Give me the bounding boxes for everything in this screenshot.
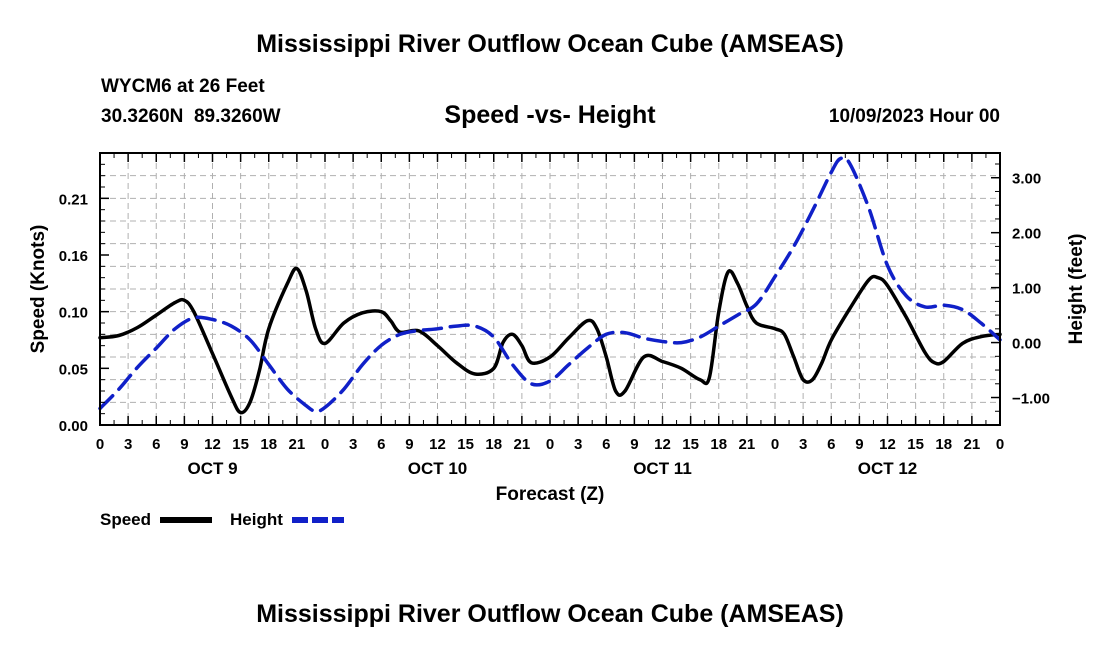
x-tick-label: 21 [514,436,531,453]
x-tick-label: 6 [602,436,610,453]
x-tick-label: 6 [377,436,385,453]
day-label: OCT 11 [633,459,692,478]
y-right-tick-label: 0.00 [1012,336,1041,353]
x-tick-label: 9 [180,436,188,453]
axis-labels: 0 3 6 9 12 15 18 21 0 3 6 9 12 15 18 21 0 3 6 9 12 15 18 21 0 3 6 9… [28,171,1087,505]
legend: Speed Height [100,510,344,529]
x-tick-label: 15 [907,436,924,453]
series-layer [98,155,1002,415]
y-left-tick-label: 0.10 [59,305,88,322]
day-label: OCT 10 [408,459,468,478]
y-right-tick-label: −1.00 [1012,391,1050,408]
x-tick-label: 6 [152,436,160,453]
x-tick-label: 21 [289,436,306,453]
speed-series-line [98,266,1002,415]
x-tick-label: 3 [349,436,357,453]
y-left-tick-label: 0.05 [59,361,88,378]
x-tick-label: 12 [879,436,896,453]
chart-subtitle: Speed -vs- Height [444,101,656,129]
x-tick-label: 15 [682,436,699,453]
x-tick-label: 3 [799,436,807,453]
chart-title: Mississippi River Outflow Ocean Cube (AM… [256,30,844,58]
y-right-tick-label: 1.00 [1012,281,1041,298]
x-tick-label: 0 [546,436,554,453]
x-axis-title: Forecast (Z) [496,484,605,505]
x-tick-label: 18 [485,436,502,453]
x-tick-label: 15 [232,436,249,453]
legend-label-height: Height [230,510,283,529]
x-tick-label: 12 [654,436,671,453]
x-tick-label: 6 [827,436,835,453]
height-series-line [98,155,1002,414]
y-right-tick-label: 2.00 [1012,226,1041,243]
x-tick-label: 12 [204,436,221,453]
x-tick-label: 15 [457,436,474,453]
coordinates-label: 30.3260N 89.3260W [101,106,281,127]
y-left-tick-label: 0.21 [59,191,88,208]
x-tick-label: 0 [321,436,329,453]
x-tick-label: 12 [429,436,446,453]
date-hour-label: 10/09/2023 Hour 00 [828,106,1000,127]
x-tick-label: 21 [964,436,981,453]
x-tick-label: 3 [124,436,132,453]
y-left-tick-label: 0.16 [59,248,88,265]
x-tick-label: 0 [96,436,104,453]
x-tick-label: 18 [260,436,277,453]
x-tick-label: 21 [739,436,756,453]
legend-label-speed: Speed [100,510,151,529]
y-left-axis-title: Speed (Knots) [28,225,49,354]
x-tick-label: 9 [855,436,863,453]
x-tick-label: 18 [935,436,952,453]
x-tick-label: 3 [574,436,582,453]
x-tick-label: 18 [710,436,727,453]
day-label: OCT 12 [858,459,918,478]
x-tick-label: 0 [771,436,779,453]
day-label: OCT 9 [187,459,237,478]
x-tick-label: 9 [405,436,413,453]
y-right-axis-title: Height (feet) [1066,234,1087,345]
x-tick-label: 9 [630,436,638,453]
x-tick-label: 0 [996,436,1004,453]
y-left-tick-label: 0.00 [59,418,88,435]
y-right-tick-label: 3.00 [1012,171,1041,188]
footer-title: Mississippi River Outflow Ocean Cube (AM… [256,600,844,628]
station-label: WYCM6 at 26 Feet [101,76,265,97]
axis-ticks [99,152,1001,426]
